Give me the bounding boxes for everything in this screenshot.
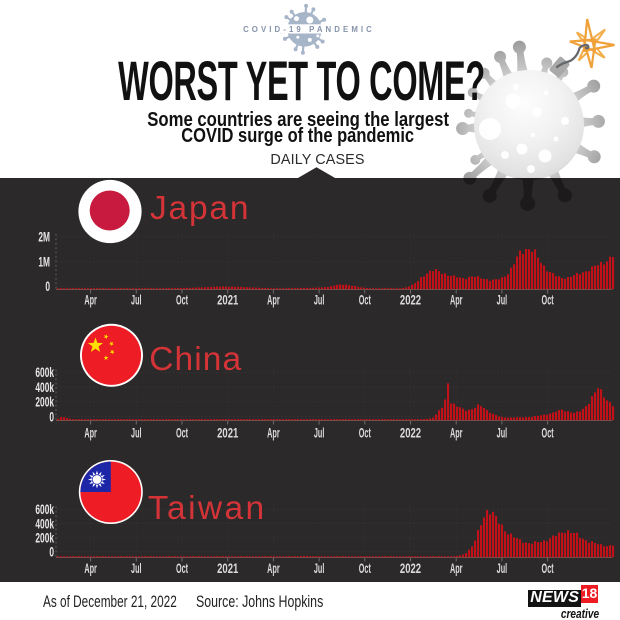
svg-text:0: 0 [45, 280, 50, 294]
svg-text:Jul: Jul [314, 426, 325, 441]
svg-text:2022: 2022 [400, 291, 421, 307]
svg-text:Jul: Jul [131, 426, 142, 441]
svg-text:Jul: Jul [497, 293, 508, 308]
svg-text:Apr: Apr [84, 562, 97, 577]
svg-text:Jul: Jul [497, 562, 508, 577]
svg-text:2022: 2022 [400, 560, 421, 576]
svg-text:1M: 1M [38, 256, 50, 270]
svg-text:COVID-19 PANDEMIC: COVID-19 PANDEMIC [243, 25, 375, 34]
svg-text:Oct: Oct [176, 562, 188, 577]
svg-text:Oct: Oct [359, 293, 371, 308]
svg-text:Apr: Apr [267, 562, 280, 577]
svg-text:2021: 2021 [217, 560, 238, 576]
svg-text:Oct: Oct [542, 426, 554, 441]
svg-text:Oct: Oct [542, 293, 554, 308]
svg-text:Apr: Apr [450, 293, 463, 308]
svg-text:2M: 2M [38, 231, 50, 245]
svg-text:2021: 2021 [217, 291, 238, 307]
svg-text:Jul: Jul [314, 562, 325, 577]
svg-text:Apr: Apr [267, 426, 280, 441]
svg-text:Jul: Jul [131, 562, 142, 577]
svg-text:400k: 400k [35, 381, 54, 395]
svg-text:0: 0 [49, 546, 54, 560]
svg-text:200k: 200k [35, 396, 54, 410]
svg-text:400k: 400k [35, 517, 54, 531]
svg-text:Oct: Oct [359, 426, 371, 441]
svg-text:2021: 2021 [217, 424, 238, 440]
svg-text:Jul: Jul [131, 293, 142, 308]
svg-text:Apr: Apr [450, 426, 463, 441]
svg-text:200k: 200k [35, 532, 54, 546]
svg-text:Apr: Apr [450, 562, 463, 577]
svg-text:600k: 600k [35, 503, 54, 517]
svg-text:Oct: Oct [359, 562, 371, 577]
svg-text:Oct: Oct [542, 562, 554, 577]
svg-text:Apr: Apr [267, 293, 280, 308]
svg-text:Oct: Oct [176, 293, 188, 308]
svg-text:600k: 600k [35, 366, 54, 380]
svg-text:Apr: Apr [84, 293, 97, 308]
svg-text:0: 0 [49, 410, 54, 424]
svg-text:2022: 2022 [400, 424, 421, 440]
svg-text:Jul: Jul [314, 293, 325, 308]
svg-text:Apr: Apr [84, 426, 97, 441]
svg-text:Oct: Oct [176, 426, 188, 441]
svg-text:Jul: Jul [497, 426, 508, 441]
